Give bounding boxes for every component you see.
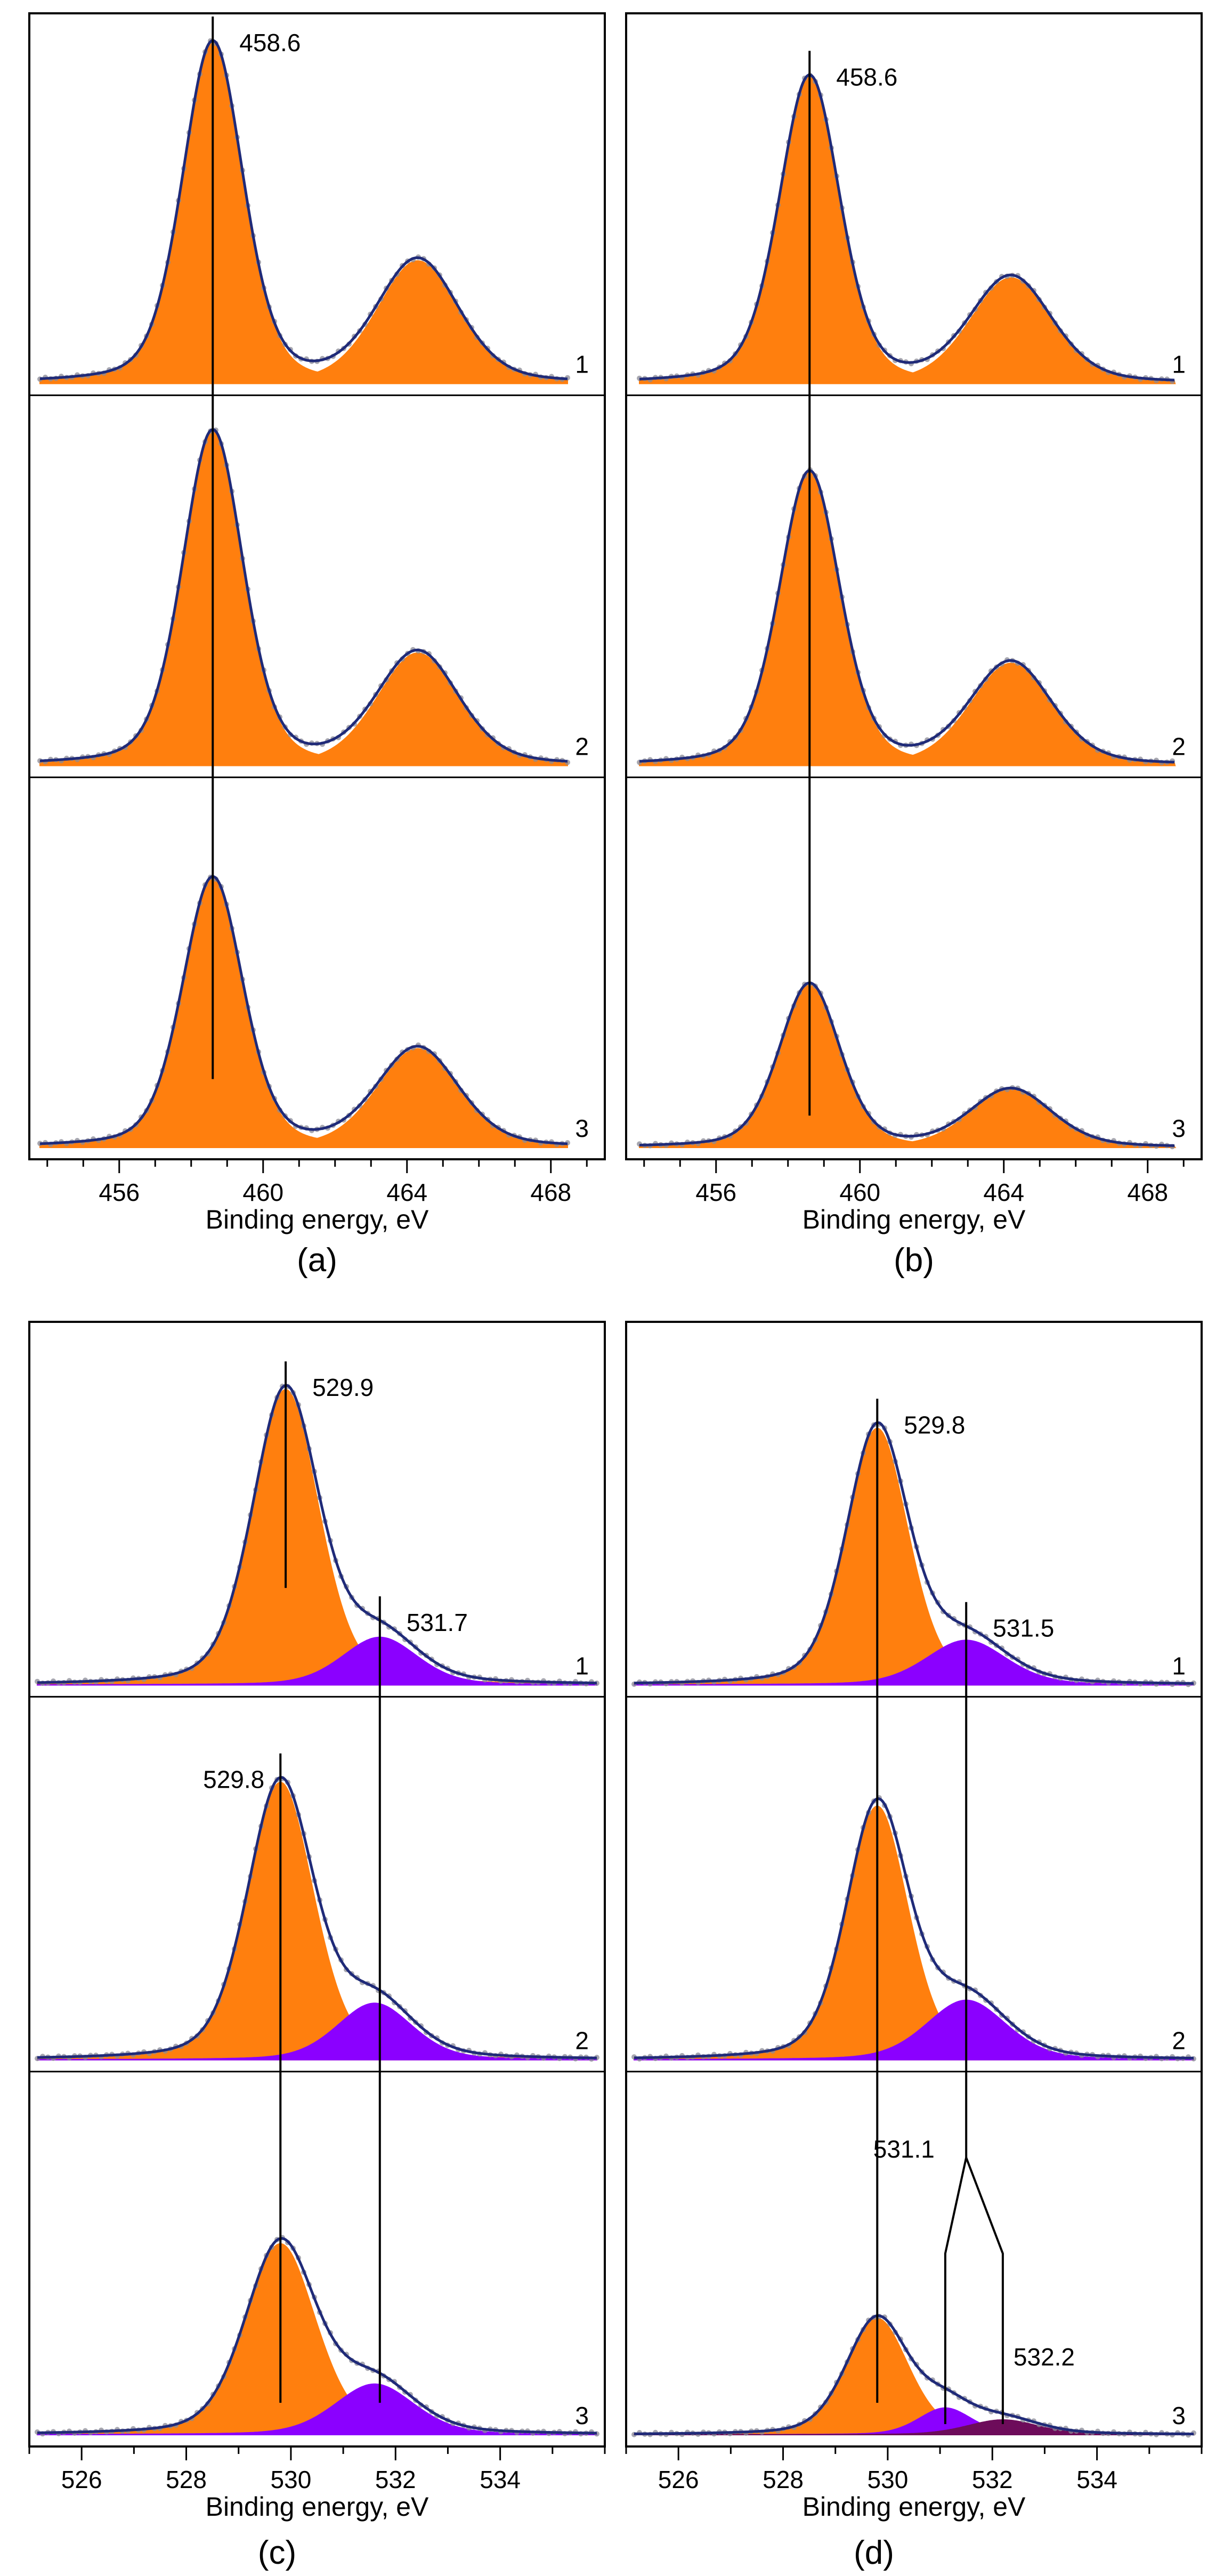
x-tick-label: 526 [658, 2466, 699, 2493]
x-tick-label: 534 [1076, 2466, 1117, 2493]
peak-annotation-c-3: 529.8 [203, 1766, 264, 1794]
x-tick-label: 530 [868, 2466, 909, 2493]
curve-label-d-3: 3 [1172, 2402, 1186, 2429]
component-peak-d-2-1 [634, 1805, 1194, 2061]
reference-split-line-d-1 [944, 2157, 968, 2424]
x-tick-label: 528 [763, 2466, 804, 2493]
x-tick-label: 468 [1127, 1178, 1168, 1206]
curve-label-c-3: 3 [575, 2402, 589, 2429]
panel-c-label: (c) [258, 2534, 296, 2571]
panel-b: 1 2 3 458.6 456 460 464 468 Binding energy, eV… [625, 12, 1203, 1279]
envelope-curve-b-1 [639, 73, 1175, 382]
envelope-curve-c-2 [37, 1776, 597, 2060]
component-peak-b-3-1 [639, 983, 1177, 1148]
curve-label-a-1: 1 [575, 351, 589, 378]
panel-d-plot: 1 2 3 529.8 531.5 531.1 532.2 [626, 1399, 1202, 2438]
peak-annotation-c-2: 531.7 [407, 1609, 468, 1636]
panel-b-plot: 1 2 3 458.6 [626, 51, 1202, 1150]
panel-d-frame [625, 1321, 1203, 2448]
peak-annotation-d-3: 531.1 [873, 2135, 935, 2163]
peak-annotation-b-1: 458.6 [836, 63, 897, 91]
panel-a: 1 2 3 458.6 456 460 464 468 Binding energy, eV… [28, 12, 606, 1279]
panel-a-xlabel: Binding energy, eV [206, 1205, 429, 1234]
panel-c-xlabel: Binding energy, eV [206, 2492, 429, 2522]
x-tick-label: 460 [242, 1178, 283, 1206]
component-peak-c-1-1 [37, 1388, 597, 1686]
peak-annotation-a-1: 458.6 [239, 29, 301, 56]
panel-c-plot: 1 2 3 529.9 531.7 529.8 [29, 1361, 605, 2437]
peak-annotation-d-1: 529.8 [904, 1411, 965, 1439]
envelope-curve-a-3 [39, 875, 568, 1145]
curve-label-a-3: 3 [575, 1115, 589, 1142]
panel-b-xlabel: Binding energy, eV [803, 1205, 1026, 1234]
panel-d-label: (d) [854, 2534, 894, 2571]
curve-label-d-2: 2 [1172, 2027, 1186, 2055]
panel-a-x-axis: 456 460 464 468 [46, 1159, 588, 1206]
peak-annotation-d-4: 532.2 [1014, 2343, 1075, 2371]
x-tick-label: 464 [386, 1178, 427, 1206]
peak-annotation-d-2: 531.5 [993, 1614, 1054, 1642]
panel-c-x-axis: 526 528 530 532 534 [28, 2446, 606, 2493]
x-tick-label: 464 [983, 1178, 1024, 1206]
panel-d-xlabel: Binding energy, eV [803, 2492, 1026, 2522]
panel-a-plot: 1 2 3 458.6 [29, 16, 605, 1148]
curve-label-a-2: 2 [575, 732, 589, 760]
panel-a-label: (a) [297, 1242, 337, 1279]
curve-label-b-2: 2 [1172, 732, 1186, 760]
component-peak-a-3-1 [39, 877, 568, 1148]
panel-a-frame [28, 12, 606, 1160]
envelope-curve-c-3 [37, 2236, 597, 2435]
curve-label-b-1: 1 [1172, 351, 1186, 378]
panel-c-frame [28, 1321, 606, 2448]
panel-b-x-axis: 456 460 464 468 [643, 1159, 1185, 1206]
component-peak-b-1-1 [639, 76, 1176, 384]
component-peak-d-3-1 [634, 2317, 1194, 2435]
envelope-curve-a-2 [39, 428, 568, 763]
component-peak-a-2-1 [39, 431, 568, 766]
envelope-curve-d-3 [634, 2314, 1194, 2435]
component-peak-b-2-1 [639, 471, 1176, 766]
panel-c: 1 2 3 529.9 531.7 529.8 526 528 530 532 534 Bindi… [28, 1321, 606, 2571]
panel-d-x-axis: 526 528 530 532 534 [625, 2446, 1203, 2493]
envelope-curve-b-3 [639, 981, 1174, 1147]
curve-label-c-1: 1 [575, 1652, 589, 1679]
component-peak-d-1-1 [634, 1427, 1194, 1686]
panel-b-frame [625, 12, 1203, 1160]
curve-label-d-1: 1 [1172, 1652, 1186, 1679]
x-tick-label: 532 [375, 2466, 416, 2493]
peak-annotation-c-1: 529.9 [312, 1374, 374, 1401]
x-tick-label: 468 [530, 1178, 571, 1206]
x-tick-label: 534 [480, 2466, 521, 2493]
x-tick-label: 528 [166, 2466, 207, 2493]
curve-label-c-2: 2 [575, 2027, 589, 2055]
panel-b-label: (b) [894, 1242, 934, 1279]
component-peak-a-1-1 [39, 42, 568, 384]
x-tick-label: 526 [61, 2466, 102, 2493]
component-peak-a-1-2 [39, 260, 568, 384]
x-tick-label: 456 [695, 1178, 736, 1206]
x-tick-label: 460 [839, 1178, 880, 1206]
envelope-curve-c-1 [37, 1384, 597, 1685]
curve-label-b-3: 3 [1172, 1115, 1186, 1142]
envelope-curve-d-1 [634, 1421, 1194, 1685]
x-tick-label: 532 [972, 2466, 1013, 2493]
envelope-curve-b-2 [639, 469, 1175, 764]
component-peak-c-2-1 [37, 1781, 597, 2061]
envelope-curve-d-2 [634, 1797, 1194, 2060]
component-peak-c-3-1 [37, 2243, 597, 2435]
envelope-curve-a-1 [39, 39, 568, 381]
x-tick-label: 530 [271, 2466, 312, 2493]
reference-split-line-d-2 [965, 2157, 1004, 2424]
x-tick-label: 456 [99, 1178, 140, 1206]
